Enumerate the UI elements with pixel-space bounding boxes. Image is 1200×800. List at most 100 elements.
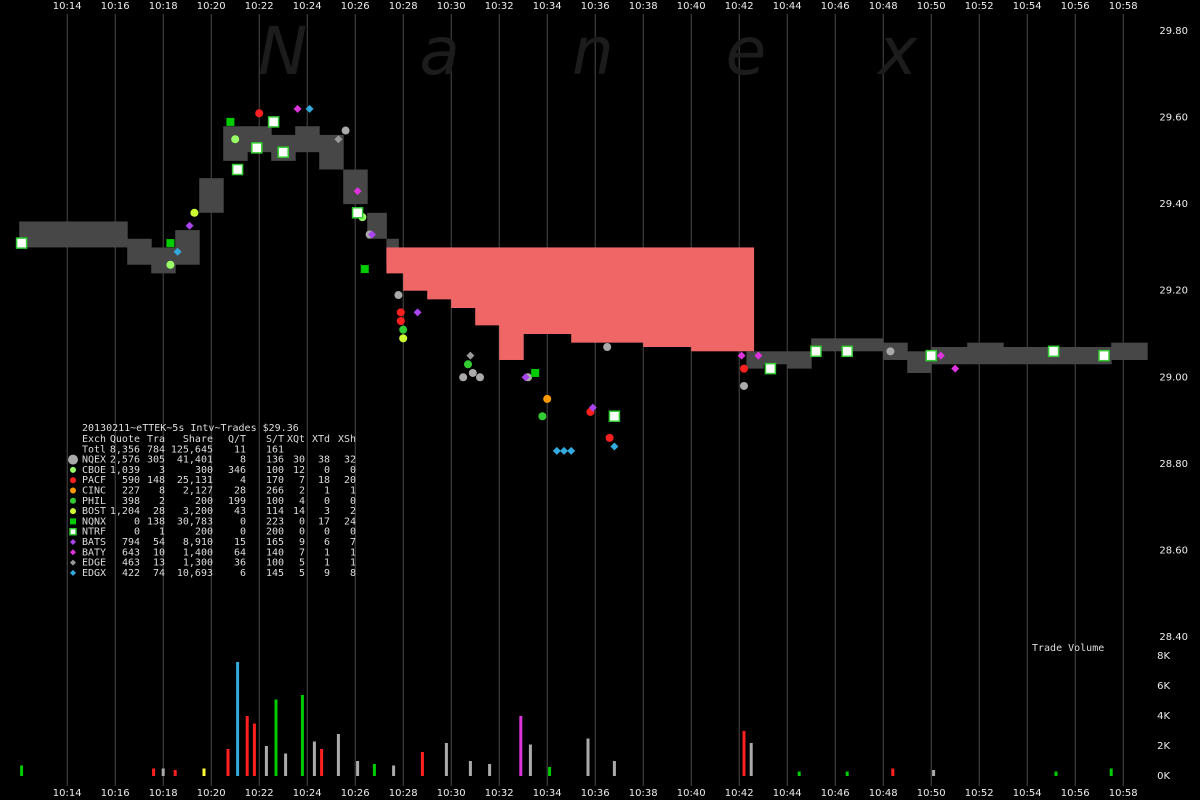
trade-marker bbox=[552, 446, 561, 455]
quote-band bbox=[386, 247, 404, 274]
trade-marker bbox=[226, 117, 235, 126]
stats-cell: 7 bbox=[299, 475, 305, 486]
trade-marker bbox=[538, 412, 547, 421]
stats-header: Exch bbox=[82, 434, 106, 445]
stats-cell: 25,131 bbox=[177, 475, 213, 486]
stats-cell: 3 bbox=[324, 506, 330, 517]
trade-marker bbox=[166, 260, 175, 269]
y-tick-label: 29.40 bbox=[1159, 199, 1188, 210]
stats-cell: 305 bbox=[147, 455, 165, 466]
quote-band bbox=[1111, 342, 1136, 360]
trade-marker bbox=[740, 381, 748, 390]
stats-cell: 1,300 bbox=[183, 558, 213, 569]
stats-cell: 30 bbox=[293, 455, 305, 466]
stats-cell: 32 bbox=[344, 455, 356, 466]
trade-marker bbox=[468, 368, 477, 377]
trade-marker bbox=[588, 403, 597, 412]
volume-bar bbox=[245, 716, 249, 776]
stats-cell: 590 bbox=[122, 475, 140, 486]
stats-cell: 7 bbox=[350, 537, 356, 548]
trade-marker bbox=[925, 349, 937, 362]
x-tick-label: 10:40 bbox=[677, 1, 706, 12]
x-tick-label: 10:24 bbox=[293, 1, 322, 12]
plot bbox=[15, 104, 1148, 776]
stats-cell: 20 bbox=[344, 475, 356, 486]
trade-marker bbox=[951, 364, 960, 373]
stats-cell: 200 bbox=[266, 527, 284, 538]
trade-marker bbox=[70, 518, 76, 525]
trade-marker bbox=[70, 559, 76, 566]
x-tick-label: 10:20 bbox=[197, 1, 226, 12]
quote-band bbox=[847, 338, 884, 352]
quote-band bbox=[475, 247, 500, 326]
x-tick-label: 10:54 bbox=[1013, 788, 1042, 799]
trade-marker bbox=[394, 291, 403, 300]
legend-name: NQEX bbox=[82, 455, 106, 466]
trade-marker bbox=[70, 466, 76, 473]
stats-cell: 0 bbox=[299, 516, 305, 527]
stats-cell: 1 bbox=[350, 547, 356, 558]
quote-band bbox=[595, 247, 644, 343]
x-tick-label: 10:22 bbox=[245, 1, 274, 12]
stats-cell: 12 bbox=[293, 465, 305, 476]
stats-cell: 422 bbox=[122, 568, 140, 579]
trade-marker bbox=[608, 410, 621, 422]
stats-cell: 0 bbox=[134, 516, 140, 527]
volume-bar bbox=[932, 770, 936, 776]
stats-cell: 41,401 bbox=[177, 455, 213, 466]
trade-marker bbox=[531, 368, 540, 377]
quote-band bbox=[1135, 342, 1148, 360]
quote-band bbox=[787, 351, 812, 369]
x-tick-label: 10:38 bbox=[629, 1, 658, 12]
volume-bar bbox=[300, 695, 304, 776]
stats-cell: 0 bbox=[240, 527, 246, 538]
trade-marker bbox=[543, 394, 552, 403]
quote-band bbox=[1051, 346, 1112, 365]
stats-cell: 1 bbox=[159, 527, 165, 538]
stats-cell: 140 bbox=[266, 547, 284, 558]
stats-cell: 6 bbox=[240, 568, 246, 579]
quote-band bbox=[19, 221, 92, 248]
volume-bar bbox=[488, 764, 492, 776]
trade-marker bbox=[737, 351, 746, 360]
y-tick-label: 29.00 bbox=[1159, 372, 1188, 383]
quote-band bbox=[523, 247, 548, 334]
stats-cell: 100 bbox=[266, 496, 284, 507]
stats-cell: 165 bbox=[266, 537, 284, 548]
x-tick-label: 10:34 bbox=[533, 1, 562, 12]
y-tick-label: 28.80 bbox=[1159, 459, 1188, 470]
stats-cell: 17 bbox=[318, 516, 330, 527]
stats-cell: 36 bbox=[234, 558, 246, 569]
x-tick-label: 10:22 bbox=[245, 788, 274, 799]
y-tick-label: 29.80 bbox=[1159, 26, 1188, 37]
stats-cell: 8,356 bbox=[110, 444, 140, 455]
stats-cell: 266 bbox=[266, 486, 284, 497]
trade-marker bbox=[610, 442, 619, 451]
volume-bar bbox=[548, 767, 552, 776]
x-tick-label: 10:14 bbox=[53, 788, 82, 799]
stats-cell: 15 bbox=[234, 537, 246, 548]
stats-cell: 54 bbox=[153, 537, 165, 548]
legend-name: EDGE bbox=[82, 558, 106, 569]
x-tick-label: 10:16 bbox=[101, 788, 130, 799]
volume-bar bbox=[356, 761, 360, 776]
trade-marker bbox=[459, 373, 468, 382]
volume-bar bbox=[284, 753, 288, 776]
x-tick-label: 10:34 bbox=[533, 788, 562, 799]
stats-cell: 145 bbox=[266, 568, 284, 579]
quote-band bbox=[199, 178, 224, 213]
stats-cell: 10,693 bbox=[177, 568, 213, 579]
stats-cell: 28 bbox=[234, 486, 246, 497]
stats-cell: 8 bbox=[240, 455, 246, 466]
quote-band bbox=[343, 169, 368, 205]
volume-bar bbox=[891, 768, 895, 776]
volume-bar bbox=[320, 749, 324, 776]
stats-header: Quote bbox=[110, 434, 140, 445]
y-tick-label: 28.40 bbox=[1159, 632, 1188, 643]
trade-marker bbox=[936, 351, 945, 360]
x-tick-label: 10:14 bbox=[53, 1, 82, 12]
x-tick-label: 10:46 bbox=[821, 1, 850, 12]
stats-header: XSh bbox=[338, 434, 356, 445]
stats-cell: 1 bbox=[324, 547, 330, 558]
stats-cell: 5 bbox=[299, 558, 305, 569]
